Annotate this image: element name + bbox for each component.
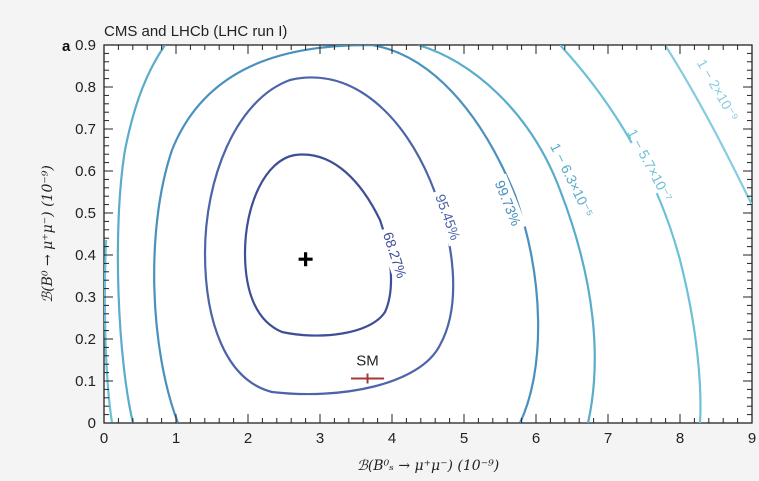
y-tick-label: 0 xyxy=(88,415,96,432)
contour-line-2 xyxy=(203,76,455,396)
y-axis-label: ℬ(B⁰ → μ⁺μ⁻) (10⁻⁹) xyxy=(40,165,56,303)
x-tick-label: 8 xyxy=(676,430,684,447)
marker-layer: SM xyxy=(298,252,385,384)
x-tick-label: 1 xyxy=(172,430,180,447)
contour-line-4 xyxy=(116,45,596,423)
x-tick-label: 6 xyxy=(532,430,540,447)
contour-label-bg-4 xyxy=(551,150,593,210)
panel-label: a xyxy=(62,38,71,55)
x-tick-label: 0 xyxy=(100,430,108,447)
contour-line-6 xyxy=(664,45,752,206)
y-tick-label: 0.4 xyxy=(75,247,96,264)
y-tick-label: 0.6 xyxy=(75,163,96,180)
sm-label: SM xyxy=(356,352,379,369)
chart-title: CMS and LHCb (LHC run I) xyxy=(104,23,287,40)
contour-label-bg-2 xyxy=(429,187,467,247)
contour-label-bg-5 xyxy=(628,136,672,194)
y-tick-label: 0.3 xyxy=(75,289,96,306)
ticks-layer xyxy=(103,44,753,424)
contour-label-bg-1 xyxy=(377,225,413,285)
best-fit-marker xyxy=(298,252,313,267)
y-tick-label: 0.2 xyxy=(75,331,96,348)
y-tick-label: 0.9 xyxy=(75,37,96,54)
x-tick-label: 9 xyxy=(748,430,756,447)
x-tick-label: 4 xyxy=(388,430,396,447)
x-tick-label: 5 xyxy=(460,430,468,447)
x-axis-label: ℬ(B⁰ₛ → μ⁺μ⁻) (10⁻⁹) xyxy=(357,458,499,474)
contour-line-3 xyxy=(153,45,540,423)
y-tick-label: 0.8 xyxy=(75,79,96,96)
x-tick-label: 7 xyxy=(604,430,612,447)
contour-label-bg-3 xyxy=(489,173,527,233)
y-tick-label: 0.7 xyxy=(75,121,96,138)
tick-label-layer: 0 1 2 3 4 5 6 7 8 9 0 0.1 0.2 0.3 0.4 0.5 0.6 0.7 0.8 0.9 xyxy=(75,37,756,447)
x-tick-label: 3 xyxy=(316,430,324,447)
contour-label-bg-6 xyxy=(696,61,740,119)
y-tick-label: 0.1 xyxy=(75,373,96,390)
x-tick-label: 2 xyxy=(244,430,252,447)
y-tick-label: 0.5 xyxy=(75,205,96,222)
